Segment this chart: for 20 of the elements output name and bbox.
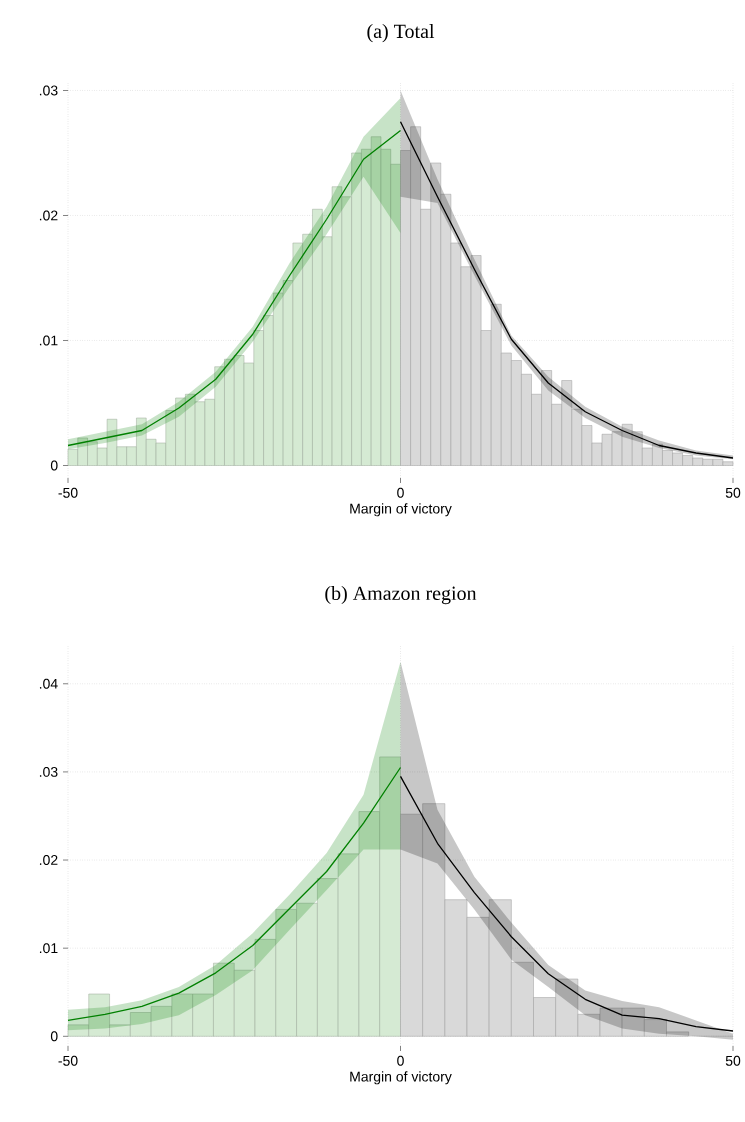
x-tick-label: 0 (397, 487, 404, 498)
y-tick-label: .02 (39, 855, 58, 865)
x-axis-title: Margin of victory (350, 1071, 452, 1085)
y-tick-label: 0 (50, 1031, 58, 1042)
x-tick-label: 0 (397, 1055, 404, 1066)
x-tick-label: 50 (725, 1055, 741, 1066)
y-tick-label: .01 (39, 335, 58, 346)
line-series (67, 766, 402, 1022)
chart-title: (b) Amazon region (325, 585, 477, 605)
x-tick-label: -50 (58, 487, 78, 498)
y-tick-label: 0 (50, 460, 58, 471)
y-tick-label: .01 (39, 943, 58, 954)
y-tick-label: .02 (39, 210, 58, 221)
y-tick-label: .03 (39, 85, 58, 96)
x-tick-label: -50 (58, 1055, 78, 1066)
x-tick-label: 50 (725, 487, 741, 498)
y-tick-label: .03 (39, 766, 58, 777)
y-tick-label: .04 (39, 678, 58, 689)
x-axis-title: Margin of victory (350, 503, 452, 517)
chart-title: (a) Total (367, 24, 435, 43)
